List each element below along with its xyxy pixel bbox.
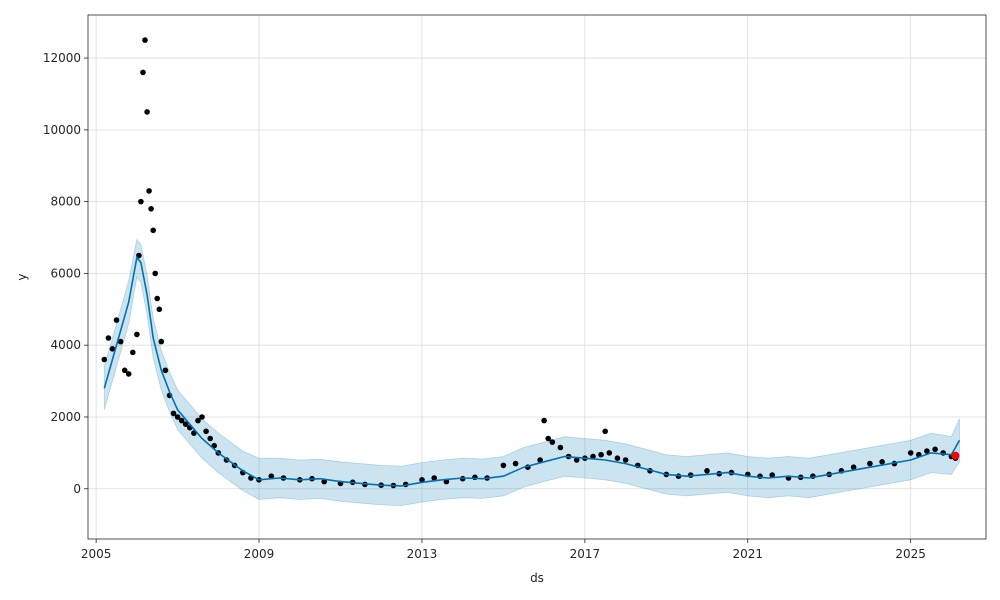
observed-point — [602, 428, 608, 435]
observed-point — [606, 450, 613, 456]
x-tick-label: 2025 — [895, 547, 926, 561]
observed-point — [109, 346, 116, 352]
uncertainty-interval — [103, 238, 960, 507]
observed-point — [101, 356, 108, 363]
observed-point — [203, 428, 209, 435]
x-tick-label: 2009 — [244, 547, 275, 561]
x-tick-label: 2013 — [407, 547, 438, 561]
y-tick-label: 12000 — [43, 51, 81, 65]
y-axis-ticks: 0 2000 4000 6000 8000 10000 12000 — [43, 51, 88, 496]
y-tick-label: 8000 — [50, 195, 81, 209]
y-tick-label: 10000 — [43, 123, 81, 137]
observed-point — [148, 206, 154, 212]
plot-frame — [87, 14, 987, 540]
observed-point — [431, 475, 438, 481]
observed-point — [134, 331, 140, 338]
observed-point — [174, 414, 181, 420]
observed-point — [199, 414, 205, 420]
observed-point — [867, 460, 873, 467]
observed-point — [117, 338, 124, 345]
observed-point — [704, 468, 710, 474]
y-tick-label: 4000 — [50, 338, 81, 352]
observed-point — [140, 69, 146, 76]
observed-point — [152, 270, 158, 277]
observed-point — [150, 227, 156, 234]
uncertainty-interval-band — [103, 238, 960, 507]
y-tick-label: 2000 — [50, 410, 81, 424]
observed-point — [549, 439, 556, 445]
observed-point — [142, 37, 148, 43]
observed-point — [512, 460, 519, 467]
x-axis-ticks: 2005 2009 2013 2017 2021 2025 — [81, 539, 926, 561]
observed-point — [121, 367, 128, 374]
observed-point — [125, 371, 132, 377]
highlighted-points — [951, 451, 960, 460]
observed-point — [154, 295, 160, 302]
observed-point — [146, 188, 152, 194]
observed-point — [907, 450, 914, 456]
forecast-yhat-line — [103, 255, 961, 487]
forecast-line — [103, 255, 961, 487]
observed-point — [419, 477, 425, 483]
y-axis-label: y — [15, 273, 29, 280]
observed-point — [545, 435, 551, 442]
observed-point — [500, 462, 507, 469]
observed-point — [541, 417, 547, 424]
observed-point — [622, 457, 629, 463]
x-tick-label: 2017 — [570, 547, 601, 561]
observed-point — [162, 367, 169, 374]
highlight-point — [951, 451, 960, 460]
observed-point — [207, 435, 213, 442]
observed-point — [614, 455, 621, 462]
observed-point — [144, 109, 150, 115]
observed-point — [113, 317, 120, 323]
y-tick-label: 0 — [73, 482, 81, 496]
observed-point — [158, 338, 165, 345]
observed-point — [268, 473, 275, 480]
observed-point — [130, 349, 136, 356]
observed-point — [178, 417, 185, 424]
x-tick-label: 2021 — [732, 547, 763, 561]
observed-point — [105, 335, 112, 341]
observed-point — [924, 448, 930, 454]
observed-point — [182, 421, 189, 428]
observed-point — [932, 446, 938, 453]
observed-point — [138, 198, 144, 205]
observed-point — [170, 410, 177, 417]
observed-point — [879, 459, 885, 465]
observed-point — [156, 306, 163, 313]
grid-lines — [88, 15, 986, 539]
observed-point — [573, 457, 580, 463]
y-tick-label: 6000 — [50, 266, 81, 280]
observed-point — [195, 417, 201, 424]
observed-point — [598, 451, 604, 458]
observed-point — [537, 457, 543, 463]
observed-point — [769, 472, 775, 478]
observed-point — [557, 444, 564, 451]
observed-point — [850, 464, 857, 471]
x-axis-label: ds — [530, 571, 544, 585]
x-tick-label: 2005 — [81, 547, 112, 561]
observed-point — [590, 453, 596, 460]
